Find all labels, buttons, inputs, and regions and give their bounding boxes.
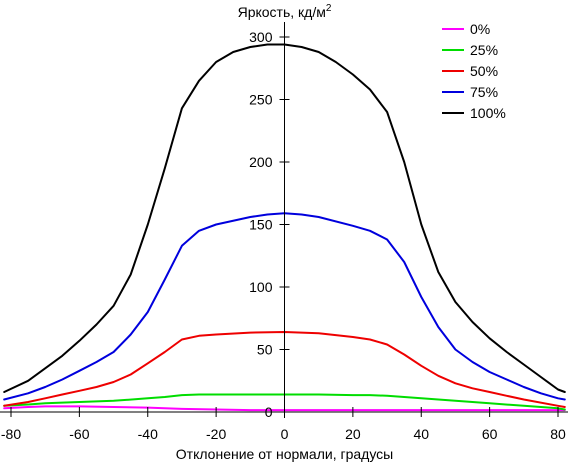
legend-label: 100% [470, 105, 506, 121]
x-tick-label: 0 [281, 426, 289, 442]
legend-label: 0% [470, 21, 490, 37]
x-tick-label: 20 [345, 426, 361, 442]
legend-label: 50% [470, 63, 498, 79]
ticks-layer: -80 -60 -40 -20 0 20 40 60 80 0 50 100 150 200 250 300 [1, 29, 566, 442]
y-tick-label: 100 [249, 279, 273, 295]
y-axis-title-superscript: 2 [326, 3, 332, 14]
y-tick-label: 0 [265, 404, 273, 420]
series-line-100-percent [3, 43, 566, 393]
x-tick-label: -40 [138, 426, 158, 442]
legend-label: 25% [470, 42, 498, 58]
x-tick-label: -60 [69, 426, 89, 442]
y-tick-label: 150 [249, 217, 273, 233]
x-axis-title: Отклонение от нормали, градусы [176, 446, 393, 462]
x-tick-label: 80 [550, 426, 566, 442]
legend-label: 75% [470, 84, 498, 100]
y-axis-title: Яркость, кд/м2 [238, 3, 332, 20]
x-tick-label: -80 [1, 426, 21, 442]
legend: 0% 25% 50% 75% 100% [442, 21, 506, 121]
y-tick-label: 50 [257, 342, 273, 358]
x-tick-label: -20 [206, 426, 226, 442]
x-tick-label: 60 [482, 426, 498, 442]
y-tick-label: 200 [249, 154, 273, 170]
axes-layer [0, 22, 568, 418]
y-tick-label: 300 [249, 29, 273, 45]
x-tick-label: 40 [413, 426, 429, 442]
y-axis-title-text: Яркость, кд/м [238, 4, 326, 20]
series-line-75-percent [3, 212, 566, 401]
y-tick-label: 250 [249, 92, 273, 108]
